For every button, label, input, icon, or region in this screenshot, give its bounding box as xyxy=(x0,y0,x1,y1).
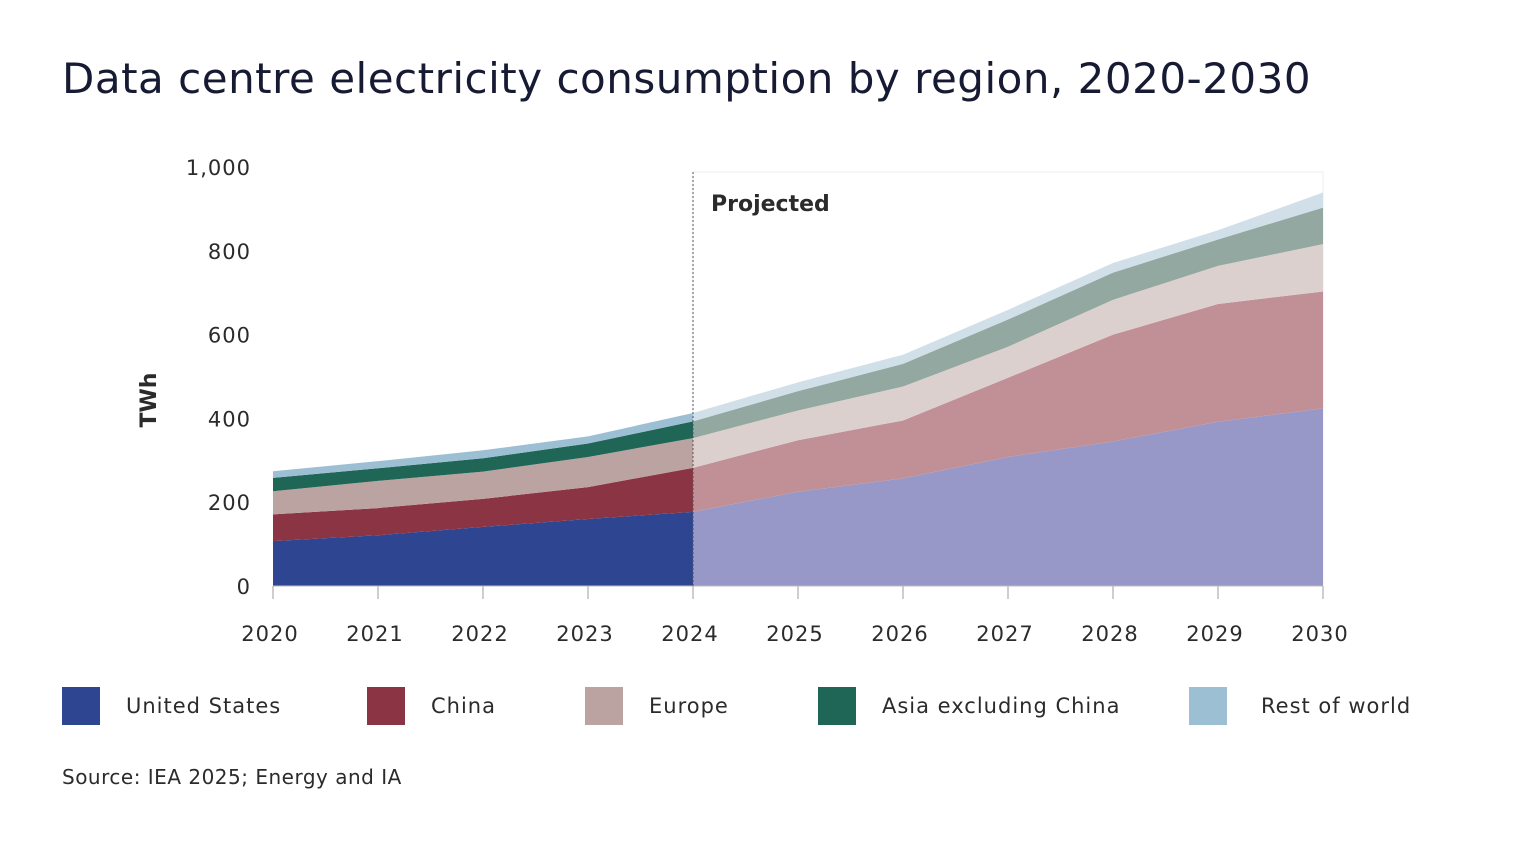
x-tick-label: 2026 xyxy=(871,622,928,646)
legend-swatch-asia-excluding-china xyxy=(818,687,856,725)
legend-label: Rest of world xyxy=(1261,694,1412,718)
y-tick-label: 0 xyxy=(237,575,251,599)
x-axis: 2020 2021 2022 2023 2024 2025 2026 2027 2028 2029… xyxy=(241,585,1348,646)
legend-item-europe: Europe xyxy=(585,687,729,725)
area-china-projected xyxy=(693,291,1323,512)
legend-item-asia-excluding-china: Asia excluding China xyxy=(818,687,1120,725)
area-united-states-historical xyxy=(273,511,693,586)
source-note: Source: IEA 2025; Energy and IA xyxy=(62,765,402,789)
y-tick-label: 400 xyxy=(208,407,251,431)
x-tick-label: 2024 xyxy=(661,622,718,646)
legend-item-china: China xyxy=(367,687,496,725)
y-tick-label: 800 xyxy=(208,240,251,264)
area-asia-excluding-china-historical xyxy=(273,421,693,492)
area-united-states-projected xyxy=(693,408,1323,586)
x-tick-label: 2027 xyxy=(976,622,1033,646)
area-china-historical xyxy=(273,467,693,542)
x-tick-label: 2020 xyxy=(241,622,298,646)
legend-label: Asia excluding China xyxy=(882,694,1121,718)
projected-label: Projected xyxy=(711,192,830,217)
legend-label: China xyxy=(431,694,496,718)
x-tick-label: 2025 xyxy=(766,622,823,646)
area-asia-excluding-china-projected xyxy=(693,207,1323,439)
legend-label: United States xyxy=(126,694,282,718)
area-europe-historical xyxy=(273,438,693,515)
x-tick-label: 2029 xyxy=(1186,622,1243,646)
area-layers xyxy=(273,192,1323,586)
legend: United States China Europe Asia excludin… xyxy=(62,687,1462,727)
area-europe-projected xyxy=(693,244,1323,468)
legend-swatch-china xyxy=(367,687,405,725)
y-tick-label: 600 xyxy=(208,324,251,348)
x-tick-label: 2022 xyxy=(451,622,508,646)
y-tick-label: 1,000 xyxy=(186,156,251,180)
y-axis: 0 200 400 600 800 1,000 xyxy=(186,156,251,599)
area-rest-of-world-historical xyxy=(273,412,693,478)
legend-item-united-states: United States xyxy=(62,687,281,725)
legend-item-rest-of-world: Rest of world xyxy=(1189,687,1411,725)
x-tick-label: 2021 xyxy=(346,622,403,646)
y-tick-label: 200 xyxy=(208,491,251,515)
legend-label: Europe xyxy=(649,694,729,718)
chart-title: Data centre electricity consumption by r… xyxy=(62,54,1312,103)
x-tick-label: 2023 xyxy=(556,622,613,646)
legend-swatch-rest-of-world xyxy=(1189,687,1227,725)
x-tick-label: 2030 xyxy=(1291,622,1348,646)
area-rest-of-world-projected xyxy=(693,192,1323,422)
legend-swatch-europe xyxy=(585,687,623,725)
x-tick-label: 2028 xyxy=(1081,622,1138,646)
legend-swatch-united-states xyxy=(62,687,100,725)
y-axis-label: TWh xyxy=(137,373,162,428)
